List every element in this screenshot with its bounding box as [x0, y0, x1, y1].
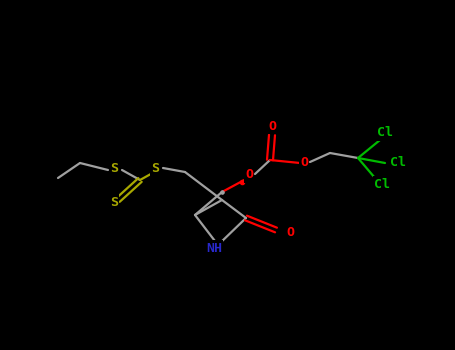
Text: Cl: Cl — [377, 126, 393, 140]
Text: S: S — [110, 196, 118, 209]
Text: Cl: Cl — [390, 156, 406, 169]
Text: NH: NH — [206, 241, 222, 254]
Text: S: S — [151, 161, 159, 175]
Text: S: S — [110, 161, 118, 175]
Text: O: O — [268, 119, 276, 133]
Text: O: O — [245, 168, 253, 182]
Text: Cl: Cl — [374, 177, 390, 190]
Text: O: O — [286, 225, 294, 238]
Text: O: O — [300, 155, 308, 168]
